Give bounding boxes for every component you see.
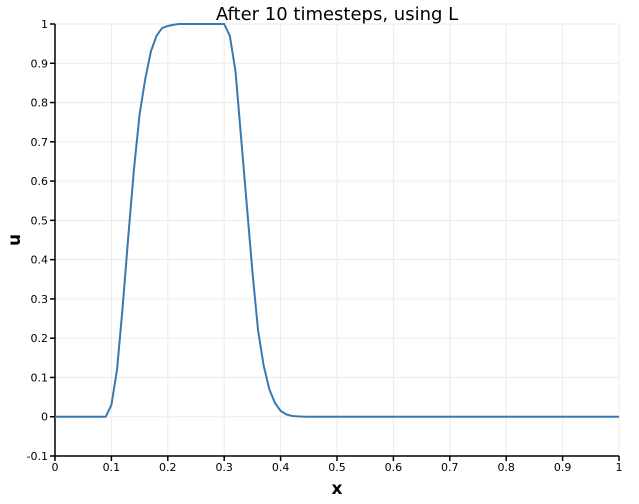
x-tick-label: 0.5: [328, 461, 346, 474]
y-tick-label: 0.2: [31, 332, 49, 345]
y-tick-label: 0.5: [31, 214, 49, 227]
y-tick-label: 0.7: [31, 136, 49, 149]
chart-title: After 10 timesteps, using L: [216, 4, 458, 25]
x-tick-label: 0.9: [554, 461, 572, 474]
x-tick-label: 0.1: [103, 461, 121, 474]
series-group: [55, 23, 619, 418]
x-tick-label: 0.4: [272, 461, 290, 474]
y-tick-label: -0.1: [27, 450, 48, 463]
y-tick-label: 0.9: [31, 57, 49, 70]
y-tick-label: 0.4: [31, 254, 49, 267]
x-tick-label: 0.3: [215, 461, 233, 474]
x-axis-title: x: [332, 479, 343, 499]
x-tick-label: 0.6: [385, 461, 403, 474]
x-tick-label: 0.2: [159, 461, 177, 474]
y-tick-label: 1: [41, 18, 48, 31]
y-tick-label: 0.3: [31, 293, 49, 306]
series-line: [55, 23, 619, 418]
y-tick-label: 0: [41, 411, 48, 424]
y-tick-label: 0.8: [31, 97, 49, 110]
x-tick-label: 0.8: [497, 461, 515, 474]
y-tick-label: 0.1: [31, 371, 49, 384]
x-tick-label: 0.7: [441, 461, 459, 474]
y-tick-label: 0.6: [31, 175, 49, 188]
x-tick-label: 1: [616, 461, 623, 474]
x-tick-label: 0: [52, 461, 59, 474]
ticks: 0 0.1 0.2 0.3 0.4 0.5 0.6 0.7 0.8 0.9 1 -0.1 0 0.1 0.2…: [27, 18, 623, 474]
y-axis-title: u: [5, 234, 25, 246]
grid: [54, 23, 620, 457]
